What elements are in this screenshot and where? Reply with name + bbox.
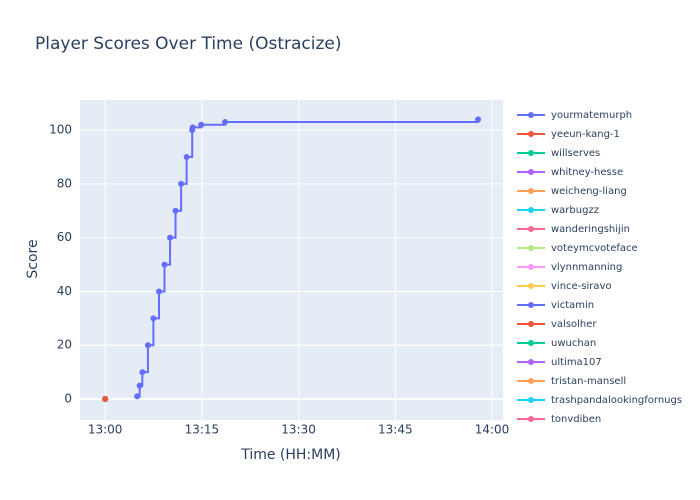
legend-item[interactable]: victamin xyxy=(517,300,594,311)
data-point xyxy=(198,121,205,128)
legend-marker xyxy=(528,169,534,175)
legend-item[interactable]: uwuchan xyxy=(517,338,596,349)
legend-label: valsolher xyxy=(551,319,597,330)
legend-label: tristan-mansell xyxy=(551,376,626,387)
legend-label: whitney-hesse xyxy=(551,167,623,178)
legend-marker xyxy=(528,397,534,403)
plot-area xyxy=(80,100,503,420)
data-point xyxy=(183,154,190,161)
data-point xyxy=(136,382,143,389)
legend-label: warbugzz xyxy=(551,205,599,216)
legend-label: vince-siravo xyxy=(551,281,612,292)
legend-marker xyxy=(528,112,534,118)
legend-marker xyxy=(528,416,534,422)
x-tick-label: 13:45 xyxy=(378,423,413,437)
y-tick-label: 20 xyxy=(57,338,72,352)
data-point xyxy=(172,207,179,214)
legend-item[interactable]: tristan-mansell xyxy=(517,376,626,387)
data-point xyxy=(134,393,141,400)
legend-marker xyxy=(528,378,534,384)
y-tick-label: 100 xyxy=(49,123,72,137)
legend-item[interactable]: whitney-hesse xyxy=(517,167,623,178)
data-point xyxy=(167,234,174,241)
legend-item[interactable]: willserves xyxy=(517,148,600,159)
legend-item[interactable]: weicheng-liang xyxy=(517,186,627,197)
data-point xyxy=(155,288,162,295)
legend-item[interactable]: wanderingshijin xyxy=(517,224,630,235)
legend-marker xyxy=(528,302,534,308)
x-tick-label: 13:00 xyxy=(88,423,123,437)
legend-marker xyxy=(528,150,534,156)
legend-label: vlynnmanning xyxy=(551,262,622,273)
data-point xyxy=(102,396,109,403)
legend-marker xyxy=(528,283,534,289)
x-tick-label: 13:30 xyxy=(281,423,316,437)
legend-item[interactable]: ultima107 xyxy=(517,357,602,368)
legend-item[interactable]: tonydiben xyxy=(517,414,601,425)
legend-label: willserves xyxy=(551,148,600,159)
legend-item[interactable]: valsolher xyxy=(517,319,597,330)
legend-label: uwuchan xyxy=(551,338,596,349)
data-point xyxy=(189,124,196,131)
legend-marker xyxy=(528,245,534,251)
data-point xyxy=(150,315,157,322)
legend-marker xyxy=(528,264,534,270)
legend-marker xyxy=(528,188,534,194)
y-tick-label: 60 xyxy=(57,230,72,244)
legend-item[interactable]: vince-siravo xyxy=(517,281,612,292)
legend-label: ultima107 xyxy=(551,357,602,368)
data-point xyxy=(161,261,168,268)
data-point xyxy=(144,342,151,349)
y-tick-label: 40 xyxy=(57,284,72,298)
legend-marker xyxy=(528,207,534,213)
legend-marker xyxy=(528,226,534,232)
legend-item[interactable]: yeeun-kang-1 xyxy=(517,129,620,140)
x-tick-label: 14:00 xyxy=(475,423,510,437)
data-point xyxy=(222,119,229,126)
legend-label: tonydiben xyxy=(551,414,601,425)
legend-label: yeeun-kang-1 xyxy=(551,129,620,140)
legend-item[interactable]: trashpandalookingfornugs xyxy=(517,395,682,406)
legend-marker xyxy=(528,131,534,137)
legend-item[interactable]: vlynnmanning xyxy=(517,262,622,273)
x-axis-title: Time (HH:MM) xyxy=(240,447,341,463)
x-tick-label: 13:15 xyxy=(185,423,220,437)
data-point xyxy=(178,180,185,187)
data-point xyxy=(475,116,482,123)
legend-marker xyxy=(528,359,534,365)
legend-item[interactable]: voteymcvoteface xyxy=(517,243,638,254)
y-tick-label: 80 xyxy=(57,176,72,190)
legend-label: yourmatemurph xyxy=(551,110,632,121)
legend-item[interactable]: yourmatemurph xyxy=(517,110,632,121)
legend-label: voteymcvoteface xyxy=(551,243,638,254)
legend-label: victamin xyxy=(551,300,594,311)
y-tick-label: 0 xyxy=(64,392,72,406)
legend-label: weicheng-liang xyxy=(551,186,627,197)
y-axis-title: Score xyxy=(25,239,41,278)
legend-marker xyxy=(528,340,534,346)
data-point xyxy=(139,369,146,376)
chart-title: Player Scores Over Time (Ostracize) xyxy=(35,34,342,54)
legend-label: wanderingshijin xyxy=(551,224,630,235)
legend-marker xyxy=(528,321,534,327)
legend-item[interactable]: warbugzz xyxy=(517,205,599,216)
legend-label: trashpandalookingfornugs xyxy=(551,395,682,406)
